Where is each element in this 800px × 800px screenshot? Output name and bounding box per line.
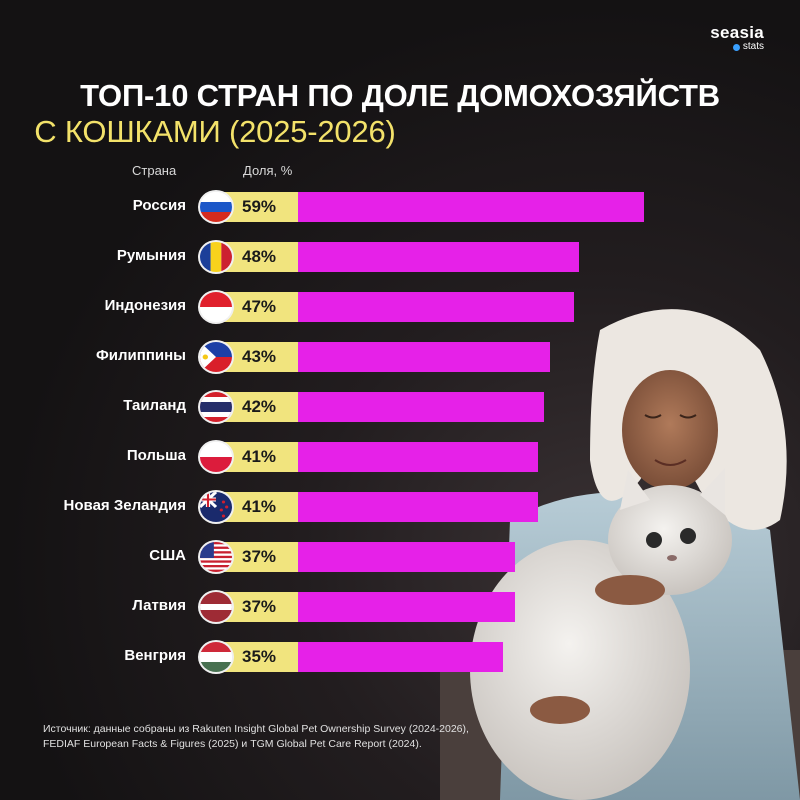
bar-row: Польша 41% bbox=[0, 438, 800, 474]
source-note: Источник: данные собраны из Rakuten Insi… bbox=[43, 723, 469, 750]
value-label: 35% bbox=[242, 647, 277, 666]
bar bbox=[298, 242, 579, 272]
value-label: 48% bbox=[242, 247, 277, 266]
bar-row: Индонезия 47% bbox=[0, 288, 800, 324]
bar bbox=[298, 292, 574, 322]
column-header-share: Доля, % bbox=[243, 163, 293, 178]
country-label: Венгрия bbox=[124, 647, 186, 664]
country-label: Латвия bbox=[132, 597, 186, 614]
bar bbox=[298, 492, 538, 522]
bar bbox=[298, 642, 503, 672]
new-zealand-flag-icon bbox=[198, 490, 234, 524]
bar bbox=[298, 192, 644, 222]
country-label: Польша bbox=[126, 447, 186, 464]
philippines-flag-icon bbox=[198, 340, 234, 374]
country-label: Индонезия bbox=[104, 297, 186, 314]
brand-dot-icon bbox=[732, 43, 740, 51]
thailand-flag-icon bbox=[198, 390, 234, 424]
country-label: Россия bbox=[132, 197, 186, 214]
bar bbox=[298, 342, 550, 372]
value-label: 43% bbox=[242, 347, 277, 366]
bar-row: Россия 59% bbox=[0, 188, 800, 224]
value-label: 42% bbox=[242, 397, 277, 416]
value-label: 59% bbox=[242, 197, 277, 216]
value-label: 47% bbox=[242, 297, 277, 316]
bar-row: Новая Зеландия 41% bbox=[0, 488, 800, 524]
bar-row: Латвия 37% bbox=[0, 588, 800, 624]
bar-row: Таиланд 42% bbox=[0, 388, 800, 424]
indonesia-flag-icon bbox=[198, 290, 234, 324]
country-label: Филиппины bbox=[96, 347, 186, 364]
value-label: 37% bbox=[242, 597, 277, 616]
latvia-flag-icon bbox=[198, 590, 234, 624]
romania-flag-icon bbox=[198, 240, 234, 274]
country-label: Таиланд bbox=[123, 397, 186, 414]
bar bbox=[298, 542, 515, 572]
brand-logo: seasia stats bbox=[710, 24, 764, 53]
bar bbox=[298, 592, 515, 622]
poland-flag-icon bbox=[198, 440, 234, 474]
bar-row: США 37% bbox=[0, 538, 800, 574]
country-label: Новая Зеландия bbox=[63, 497, 186, 514]
bar bbox=[298, 392, 544, 422]
value-label: 41% bbox=[242, 447, 277, 466]
value-label: 37% bbox=[242, 547, 277, 566]
hungary-flag-icon bbox=[198, 640, 234, 674]
usa-flag-icon bbox=[198, 540, 234, 574]
bar-row: Венгрия 35% bbox=[0, 638, 800, 674]
bar-row: Румыния 48% bbox=[0, 238, 800, 274]
value-label: 41% bbox=[242, 497, 277, 516]
russia-flag-icon bbox=[198, 190, 234, 224]
column-header-country: Страна bbox=[132, 163, 177, 178]
bar-row: Филиппины 43% bbox=[0, 338, 800, 374]
country-label: США bbox=[149, 547, 186, 564]
brand-name: seasia bbox=[710, 23, 764, 42]
bar bbox=[298, 442, 538, 472]
chart-title-line2: С КОШКАМИ (2025-2026) bbox=[34, 114, 396, 149]
woman-with-cat-photo bbox=[440, 290, 800, 800]
country-label: Румыния bbox=[116, 247, 186, 264]
chart-title-line1: ТОП-10 СТРАН ПО ДОЛЕ ДОМОХОЗЯЙСТВ bbox=[80, 78, 720, 113]
brand-sub: stats bbox=[742, 41, 764, 52]
